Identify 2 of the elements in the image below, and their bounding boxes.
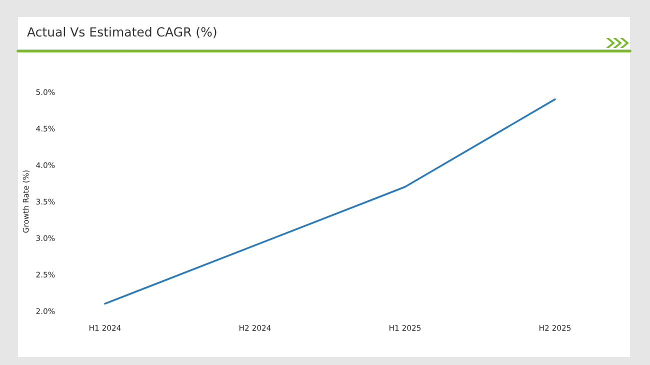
chart-title: Actual Vs Estimated CAGR (%) — [27, 26, 216, 38]
line-series — [104, 98, 556, 305]
